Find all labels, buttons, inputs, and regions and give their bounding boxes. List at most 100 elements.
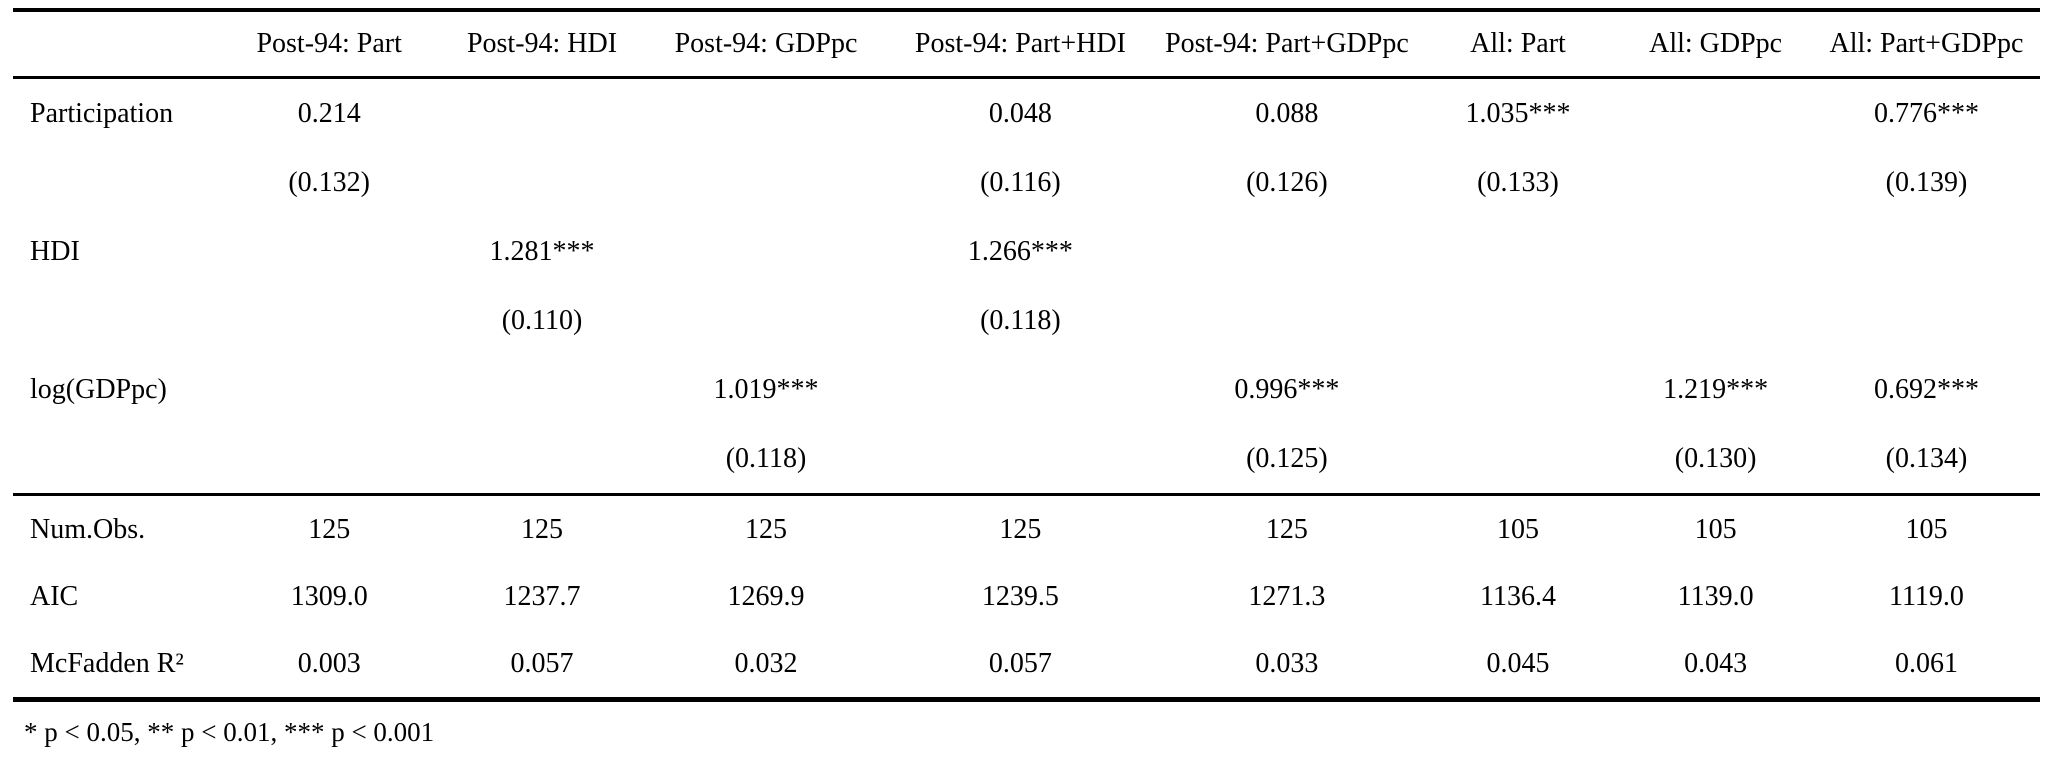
cell-value: (0.130) bbox=[1674, 442, 1757, 474]
cell-value bbox=[437, 78, 648, 149]
cell-value: 1.266*** bbox=[967, 235, 1073, 267]
column-header-post94-part: Post-94: Part bbox=[256, 28, 402, 59]
cell-value bbox=[222, 286, 437, 355]
cell-value: 125 bbox=[745, 513, 787, 545]
cell-value: 105 bbox=[1905, 513, 1948, 545]
regression-results-page: Post-94: Part Post-94: HDI Post-94: GDPp… bbox=[13, 8, 2040, 747]
column-header-all-part: All: Part bbox=[1470, 28, 1566, 59]
column-header-post94-part-gdppc: Post-94: Part+GDPpc bbox=[1165, 28, 1409, 59]
column-header-post94-gdppc: Post-94: GDPpc bbox=[674, 28, 858, 59]
cell-value bbox=[647, 78, 884, 149]
table-row-numobs: Num.Obs. 125 125 125 125 125 105 105 105 bbox=[13, 495, 2040, 564]
cell-value: 1139.0 bbox=[1677, 580, 1754, 612]
cell-value bbox=[437, 355, 648, 424]
cell-value: 1.035*** bbox=[1465, 97, 1571, 129]
cell-value: (0.134) bbox=[1885, 442, 1968, 474]
table-row-hdi-stderr: (0.110) (0.118) bbox=[13, 286, 2040, 355]
cell-value: 1239.5 bbox=[981, 580, 1059, 612]
table-row-mcfadden-r2: McFadden R² 0.003 0.057 0.032 0.057 0.03… bbox=[13, 630, 2040, 700]
cell-value bbox=[222, 424, 437, 495]
row-label: HDI bbox=[30, 235, 80, 267]
cell-value: 1119.0 bbox=[1888, 580, 1964, 612]
cell-value bbox=[1618, 286, 1813, 355]
cell-value bbox=[1618, 148, 1813, 217]
column-header-post94-hdi: Post-94: HDI bbox=[466, 28, 618, 59]
cell-value: 1271.3 bbox=[1248, 580, 1326, 612]
row-label: McFadden R² bbox=[30, 647, 184, 679]
row-label: Num.Obs. bbox=[30, 513, 146, 545]
cell-value bbox=[437, 424, 648, 495]
cell-value: 0.045 bbox=[1486, 647, 1550, 679]
significance-footnote: * p < 0.05, ** p < 0.01, *** p < 0.001 bbox=[24, 717, 435, 747]
row-label bbox=[13, 148, 222, 217]
coefficients-section: Participation 0.214 0.048 0.088 1.035***… bbox=[13, 78, 2040, 495]
cell-value: 0.692*** bbox=[1873, 373, 1979, 405]
cell-value: 125 bbox=[999, 513, 1042, 545]
cell-value bbox=[1418, 217, 1619, 286]
table-row-loggdppc-estimate: log(GDPpc) 1.019*** 0.996*** 1.219*** 0.… bbox=[13, 355, 2040, 424]
cell-value bbox=[1618, 78, 1813, 149]
cell-value: (0.118) bbox=[980, 304, 1061, 336]
cell-value bbox=[1813, 286, 2040, 355]
cell-value: (0.132) bbox=[288, 166, 371, 198]
table-header: Post-94: Part Post-94: HDI Post-94: GDPp… bbox=[13, 10, 2040, 78]
cell-value: 1269.9 bbox=[727, 580, 805, 612]
cell-value bbox=[647, 217, 884, 286]
cell-value: 1309.0 bbox=[290, 580, 368, 612]
cell-value: 0.033 bbox=[1255, 647, 1319, 679]
cell-value: 125 bbox=[521, 513, 564, 545]
row-label: log(GDPpc) bbox=[30, 373, 167, 405]
table-row-aic: AIC 1309.0 1237.7 1269.9 1239.5 1271.3 1… bbox=[13, 563, 2040, 630]
column-header-all-gdppc: All: GDPpc bbox=[1649, 28, 1783, 59]
cell-value: 0.003 bbox=[297, 647, 361, 679]
cell-value: 0.048 bbox=[988, 97, 1052, 129]
table-row-participation-estimate: Participation 0.214 0.048 0.088 1.035***… bbox=[13, 78, 2040, 149]
row-label: AIC bbox=[30, 580, 79, 612]
statistics-section: Num.Obs. 125 125 125 125 125 105 105 105… bbox=[13, 495, 2040, 700]
cell-value: 1.019*** bbox=[713, 373, 819, 405]
cell-value: (0.118) bbox=[725, 442, 807, 474]
column-header-all-part-gdppc: All: Part+GDPpc bbox=[1829, 28, 2024, 59]
cell-value: 125 bbox=[308, 513, 351, 545]
cell-value: 1136.4 bbox=[1480, 580, 1556, 612]
cell-value bbox=[1156, 217, 1417, 286]
cell-value bbox=[1418, 286, 1619, 355]
cell-value: 0.776*** bbox=[1873, 97, 1979, 129]
cell-value: 0.032 bbox=[734, 647, 798, 679]
table-row-hdi-estimate: HDI 1.281*** 1.266*** bbox=[13, 217, 2040, 286]
cell-value: 0.043 bbox=[1684, 647, 1748, 679]
row-label bbox=[13, 424, 222, 495]
cell-value: (0.139) bbox=[1885, 166, 1968, 198]
cell-value: 0.061 bbox=[1894, 647, 1958, 679]
table-row-participation-stderr: (0.132) (0.116) (0.126) (0.133) (0.139) bbox=[13, 148, 2040, 217]
cell-value: 0.088 bbox=[1255, 97, 1319, 129]
cell-value bbox=[1156, 286, 1417, 355]
cell-value bbox=[1418, 355, 1619, 424]
cell-value: 0.057 bbox=[988, 647, 1052, 679]
cell-value bbox=[222, 355, 437, 424]
cell-value bbox=[222, 217, 437, 286]
cell-value bbox=[647, 148, 884, 217]
cell-value: 105 bbox=[1694, 513, 1737, 545]
cell-value: (0.125) bbox=[1246, 442, 1328, 474]
header-row: Post-94: Part Post-94: HDI Post-94: GDPp… bbox=[13, 10, 2040, 78]
cell-value bbox=[885, 424, 1157, 495]
cell-value: 0.057 bbox=[510, 647, 574, 679]
row-label: Participation bbox=[30, 97, 174, 129]
cell-value: 1.281*** bbox=[489, 235, 595, 267]
corner-cell bbox=[13, 10, 222, 78]
column-header-post94-part-hdi: Post-94: Part+HDI bbox=[914, 28, 1126, 59]
row-label bbox=[13, 286, 222, 355]
cell-value bbox=[437, 148, 648, 217]
regression-table: Post-94: Part Post-94: HDI Post-94: GDPp… bbox=[13, 8, 2040, 702]
cell-value bbox=[885, 355, 1157, 424]
cell-value: (0.126) bbox=[1246, 166, 1328, 198]
cell-value bbox=[1418, 424, 1619, 495]
cell-value: 125 bbox=[1265, 513, 1308, 545]
cell-value bbox=[1813, 217, 2040, 286]
table-row-loggdppc-stderr: (0.118) (0.125) (0.130) (0.134) bbox=[13, 424, 2040, 495]
cell-value bbox=[647, 286, 884, 355]
cell-value: 0.996*** bbox=[1234, 373, 1340, 405]
cell-value: (0.133) bbox=[1477, 166, 1559, 198]
cell-value: 1.219*** bbox=[1663, 373, 1769, 405]
